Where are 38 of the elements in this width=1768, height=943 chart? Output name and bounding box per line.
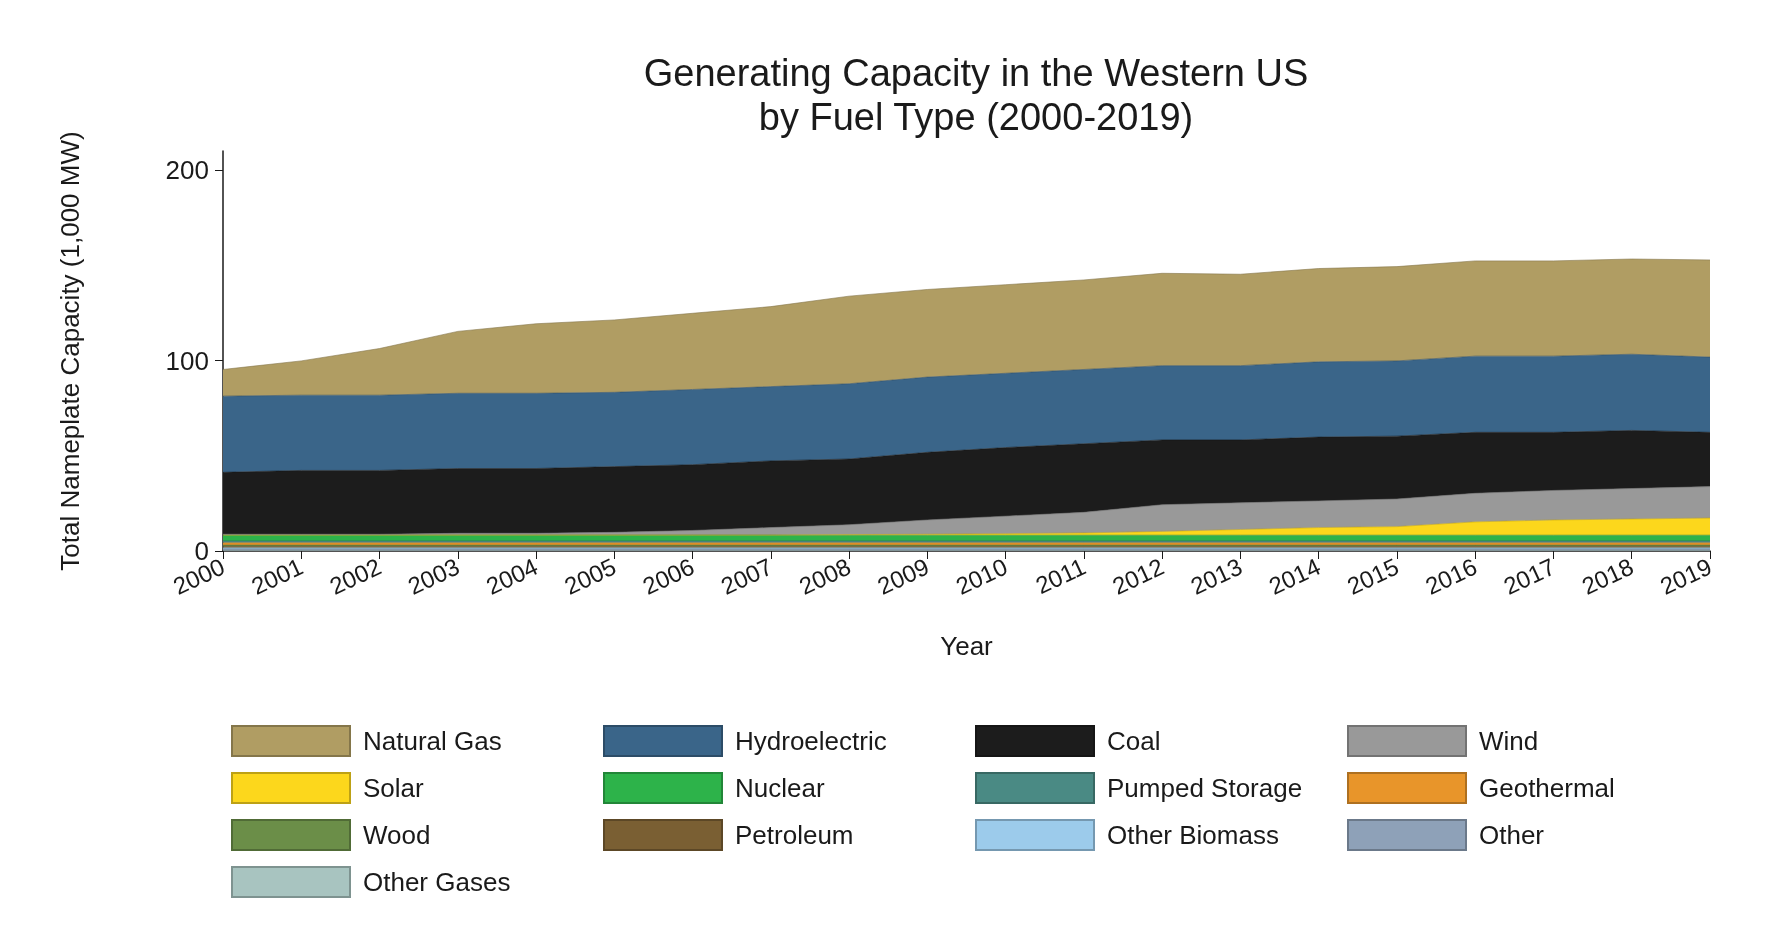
x-tick-label: 2007 [716, 552, 777, 600]
x-tick-label: 2001 [247, 552, 307, 600]
legend-label: Petroleum [735, 820, 854, 850]
x-tick-label: 2012 [1108, 552, 1168, 600]
x-tick-label: 2016 [1421, 552, 1481, 600]
legend-label: Hydroelectric [735, 726, 887, 756]
x-tick-label: 2002 [325, 552, 386, 600]
y-tick-label: 100 [165, 345, 209, 376]
x-tick-label: 2008 [795, 552, 855, 600]
x-tick-label: 2014 [1264, 552, 1325, 600]
legend-label: Wind [1479, 726, 1539, 756]
x-axis-title: Year [940, 631, 994, 661]
x-tick-label: 2013 [1186, 552, 1247, 600]
chart-title: Generating Capacity in the Western US by Fuel Type (2000-2019) [643, 52, 1309, 138]
legend-label: Wood [363, 820, 431, 850]
x-tick-label: 2015 [1342, 552, 1403, 600]
legend-label: Coal [1107, 726, 1161, 756]
x-tick-label: 2017 [1499, 552, 1560, 600]
legend-label: Geothermal [1479, 773, 1615, 803]
y-axis-title: Total Nameplate Capacity (1,000 MW) [55, 131, 85, 571]
x-tick-label: 2004 [481, 552, 542, 600]
y-tick-label: 0 [194, 536, 209, 566]
x-tick-label: 2018 [1577, 552, 1638, 600]
legend-label: Pumped Storage [1107, 773, 1303, 803]
legend-label: Nuclear [735, 773, 825, 803]
legend-label: Other [1479, 820, 1545, 850]
legend-label: Natural Gas [363, 726, 502, 756]
x-tick-label: 2009 [873, 552, 934, 600]
x-tick-label: 2010 [951, 552, 1012, 600]
y-tick-label: 200 [165, 155, 209, 186]
x-tick-label: 2011 [1031, 552, 1090, 600]
legend-label: Other Gases [363, 867, 511, 897]
legend-label: Other Biomass [1107, 820, 1279, 850]
x-tick-label: 2003 [403, 552, 464, 600]
x-tick-label: 2005 [560, 552, 621, 600]
x-tick-label: 2006 [638, 552, 699, 600]
x-tick-label: 2019 [1655, 552, 1716, 600]
legend-label: Solar [363, 773, 425, 803]
